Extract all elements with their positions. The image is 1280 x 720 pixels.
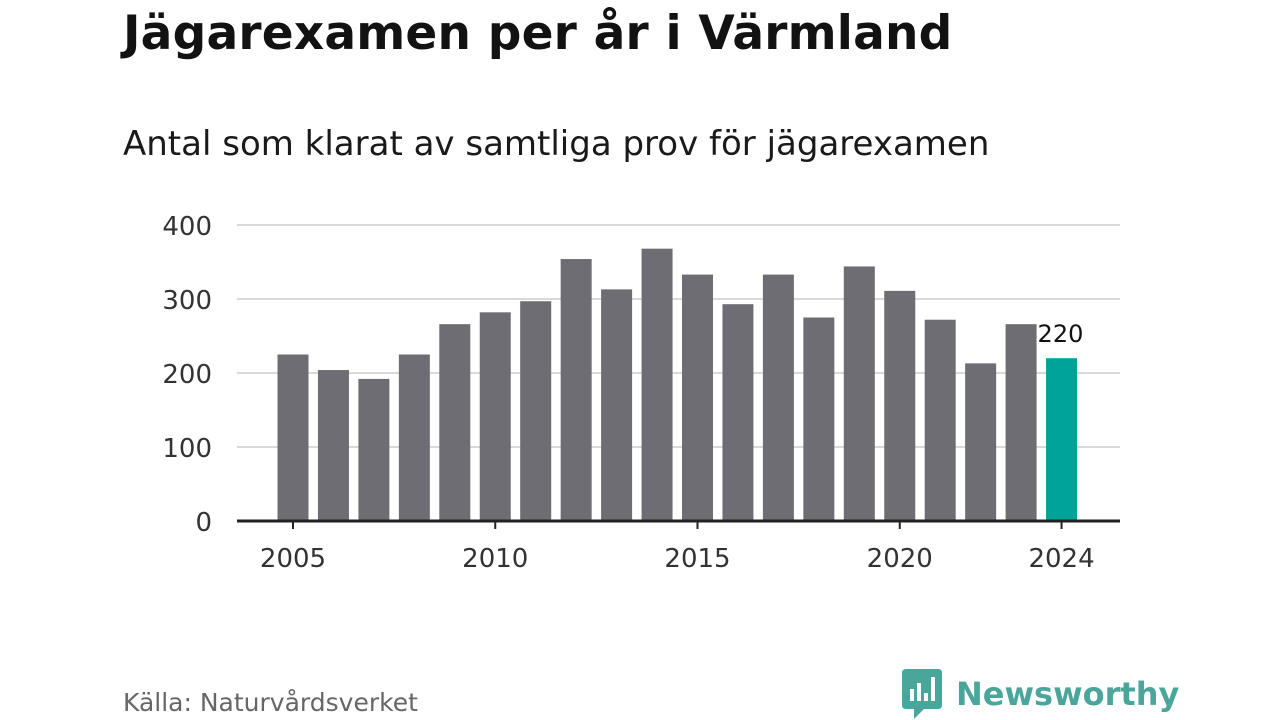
bar-2016 bbox=[722, 304, 754, 521]
bar-2017 bbox=[762, 274, 794, 521]
bar-2010 bbox=[479, 312, 511, 521]
x-tick-label-2010: 2010 bbox=[462, 544, 528, 574]
y-tick-label-0: 0 bbox=[195, 508, 212, 538]
bar-2022 bbox=[965, 363, 997, 521]
bar-2006 bbox=[317, 370, 349, 521]
bar-2015 bbox=[682, 274, 713, 521]
chart-subtitle: Antal som klarat av samtliga prov för jä… bbox=[123, 124, 990, 164]
bar-2020 bbox=[884, 290, 916, 521]
bar-2018 bbox=[803, 317, 835, 521]
bar-2024 bbox=[1046, 358, 1078, 521]
bar-2021 bbox=[924, 319, 956, 521]
y-tick-label-200: 200 bbox=[162, 360, 212, 390]
bar-2011 bbox=[520, 301, 552, 521]
bar-2023 bbox=[1005, 324, 1037, 521]
bar-2014 bbox=[641, 248, 673, 521]
newsworthy-logo: Newsworthy bbox=[902, 669, 1179, 719]
x-tick-label-2024: 2024 bbox=[1028, 544, 1094, 574]
newsworthy-logo-text: Newsworthy bbox=[956, 675, 1180, 713]
y-tick-label-100: 100 bbox=[162, 434, 212, 464]
chart-title: Jägarexamen per år i Värmland bbox=[123, 6, 953, 61]
source-note: Källa: Naturvårdsverket bbox=[123, 688, 418, 717]
bar-2012 bbox=[560, 259, 592, 521]
bar-2008 bbox=[398, 354, 430, 521]
bar-2013 bbox=[601, 289, 633, 521]
y-tick-label-300: 300 bbox=[162, 286, 212, 316]
newsworthy-logo-icon bbox=[902, 669, 942, 719]
bar-2007 bbox=[358, 378, 390, 521]
x-tick-label-2015: 2015 bbox=[664, 544, 730, 574]
y-tick-label-400: 400 bbox=[162, 212, 212, 242]
bar-2019 bbox=[843, 266, 875, 521]
bar-2009 bbox=[439, 324, 471, 521]
bar-2005 bbox=[277, 354, 309, 521]
data-label-2024: 220 bbox=[1038, 320, 1084, 348]
x-tick-label-2005: 2005 bbox=[260, 544, 326, 574]
x-tick-label-2020: 2020 bbox=[867, 544, 933, 574]
